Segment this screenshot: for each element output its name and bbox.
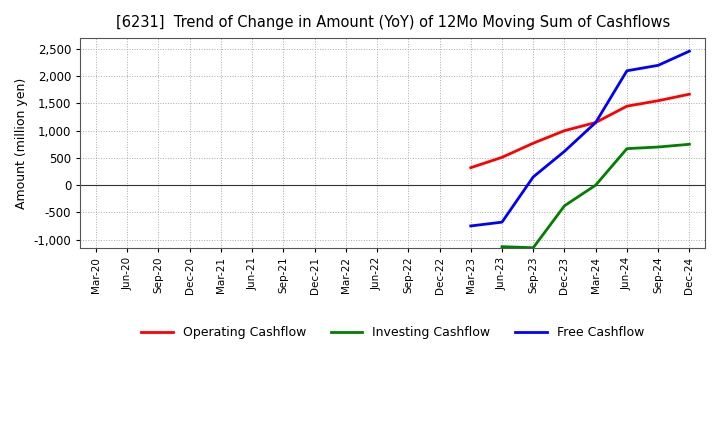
Free Cashflow [623,68,631,73]
Investing Cashflow [591,183,600,188]
Free Cashflow [498,220,506,225]
Line: Free Cashflow: Free Cashflow [471,51,689,226]
Free Cashflow [529,174,538,180]
Operating Cashflow [560,128,569,133]
Operating Cashflow [654,98,662,103]
Operating Cashflow [591,120,600,125]
Investing Cashflow [623,146,631,151]
Line: Investing Cashflow: Investing Cashflow [502,144,689,248]
Operating Cashflow [529,140,538,146]
Investing Cashflow [529,245,538,250]
Legend: Operating Cashflow, Investing Cashflow, Free Cashflow: Operating Cashflow, Investing Cashflow, … [136,321,649,344]
Free Cashflow [591,120,600,125]
Investing Cashflow [654,144,662,150]
Operating Cashflow [498,155,506,160]
Operating Cashflow [685,92,693,97]
Investing Cashflow [685,142,693,147]
Operating Cashflow [623,103,631,109]
Free Cashflow [560,149,569,154]
Line: Operating Cashflow: Operating Cashflow [471,94,689,168]
Operating Cashflow [467,165,475,170]
Title: [6231]  Trend of Change in Amount (YoY) of 12Mo Moving Sum of Cashflows: [6231] Trend of Change in Amount (YoY) o… [115,15,670,30]
Free Cashflow [467,224,475,229]
Free Cashflow [654,62,662,68]
Y-axis label: Amount (million yen): Amount (million yen) [15,77,28,209]
Free Cashflow [685,48,693,54]
Investing Cashflow [560,203,569,209]
Investing Cashflow [498,244,506,249]
